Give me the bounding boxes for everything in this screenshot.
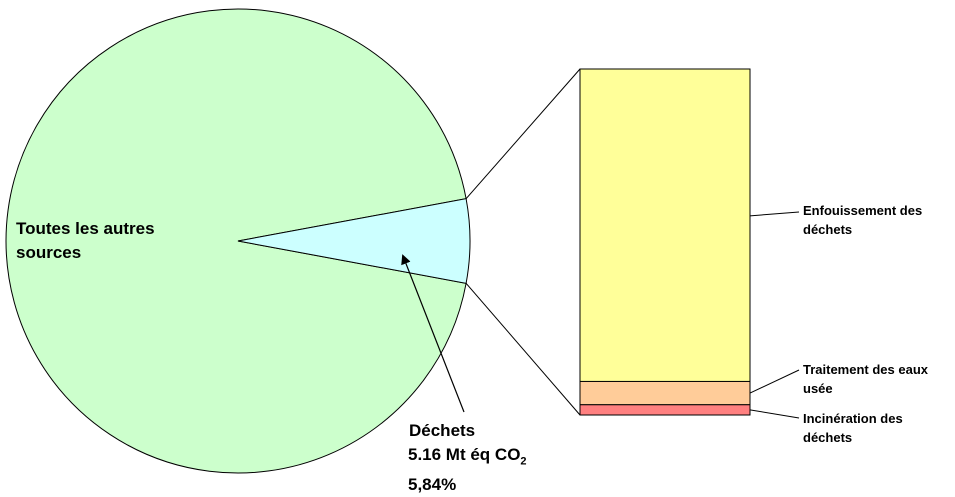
slice-label-other-sources-line2: sources [16,243,82,262]
slice-label-other-sources: Toutes les autres sources [16,217,155,265]
bar-label-traitement-eaux: Traitement des eaux usée [803,360,928,398]
slice-label-dechets-percent: 5,84% [408,475,457,495]
connector-lines [401,68,581,416]
connector-line-top [465,68,581,200]
bar-label-leader-traitement-des-eaux-usee [749,369,800,394]
slice-label-dechets: Déchets 5.16 Mt éq CO2 5,84% [408,419,527,497]
bar-label-incineration: Incinération des déchets [803,409,903,447]
pie-slice-dechets [237,198,471,284]
pie-slice-toutes-les-autres-sources [5,8,467,474]
slice-label-dechets-name: Déchets [409,421,476,440]
bar-label-leader-enfouissement-des-dechets [749,211,800,217]
bar-segment-enfouissement-des-dechets [579,68,751,382]
pie [5,8,471,474]
bar-label-traitement-eaux-line1: Traitement des eaux [803,362,928,377]
bar-label-leader-incineration-des-dechets [749,409,800,419]
bar-label-incineration-line2: déchets [803,430,853,445]
bar-segment-traitement-des-eaux-usee [579,380,751,406]
co2-subscript: 2 [520,455,527,468]
slice-label-other-sources-line1: Toutes les autres [16,219,155,238]
bar-label-enfouissement-line1: Enfouissement des [803,203,923,218]
stacked-bar [579,68,800,419]
bar-segment-incineration-des-dechets [579,404,751,416]
bar-label-incineration-line1: Incinération des [803,411,903,426]
bar-label-enfouissement: Enfouissement des déchets [803,201,922,239]
slice-label-dechets-amount-text: 5.16 Mt éq CO [408,445,521,464]
slice-label-dechets-amount: 5.16 Mt éq CO2 [408,443,527,473]
connector-line-bottom [465,282,581,416]
bar-label-enfouissement-line2: déchets [803,222,853,237]
bar-label-traitement-eaux-line2: usée [803,381,833,396]
dechets-callout-arrow [401,254,465,413]
